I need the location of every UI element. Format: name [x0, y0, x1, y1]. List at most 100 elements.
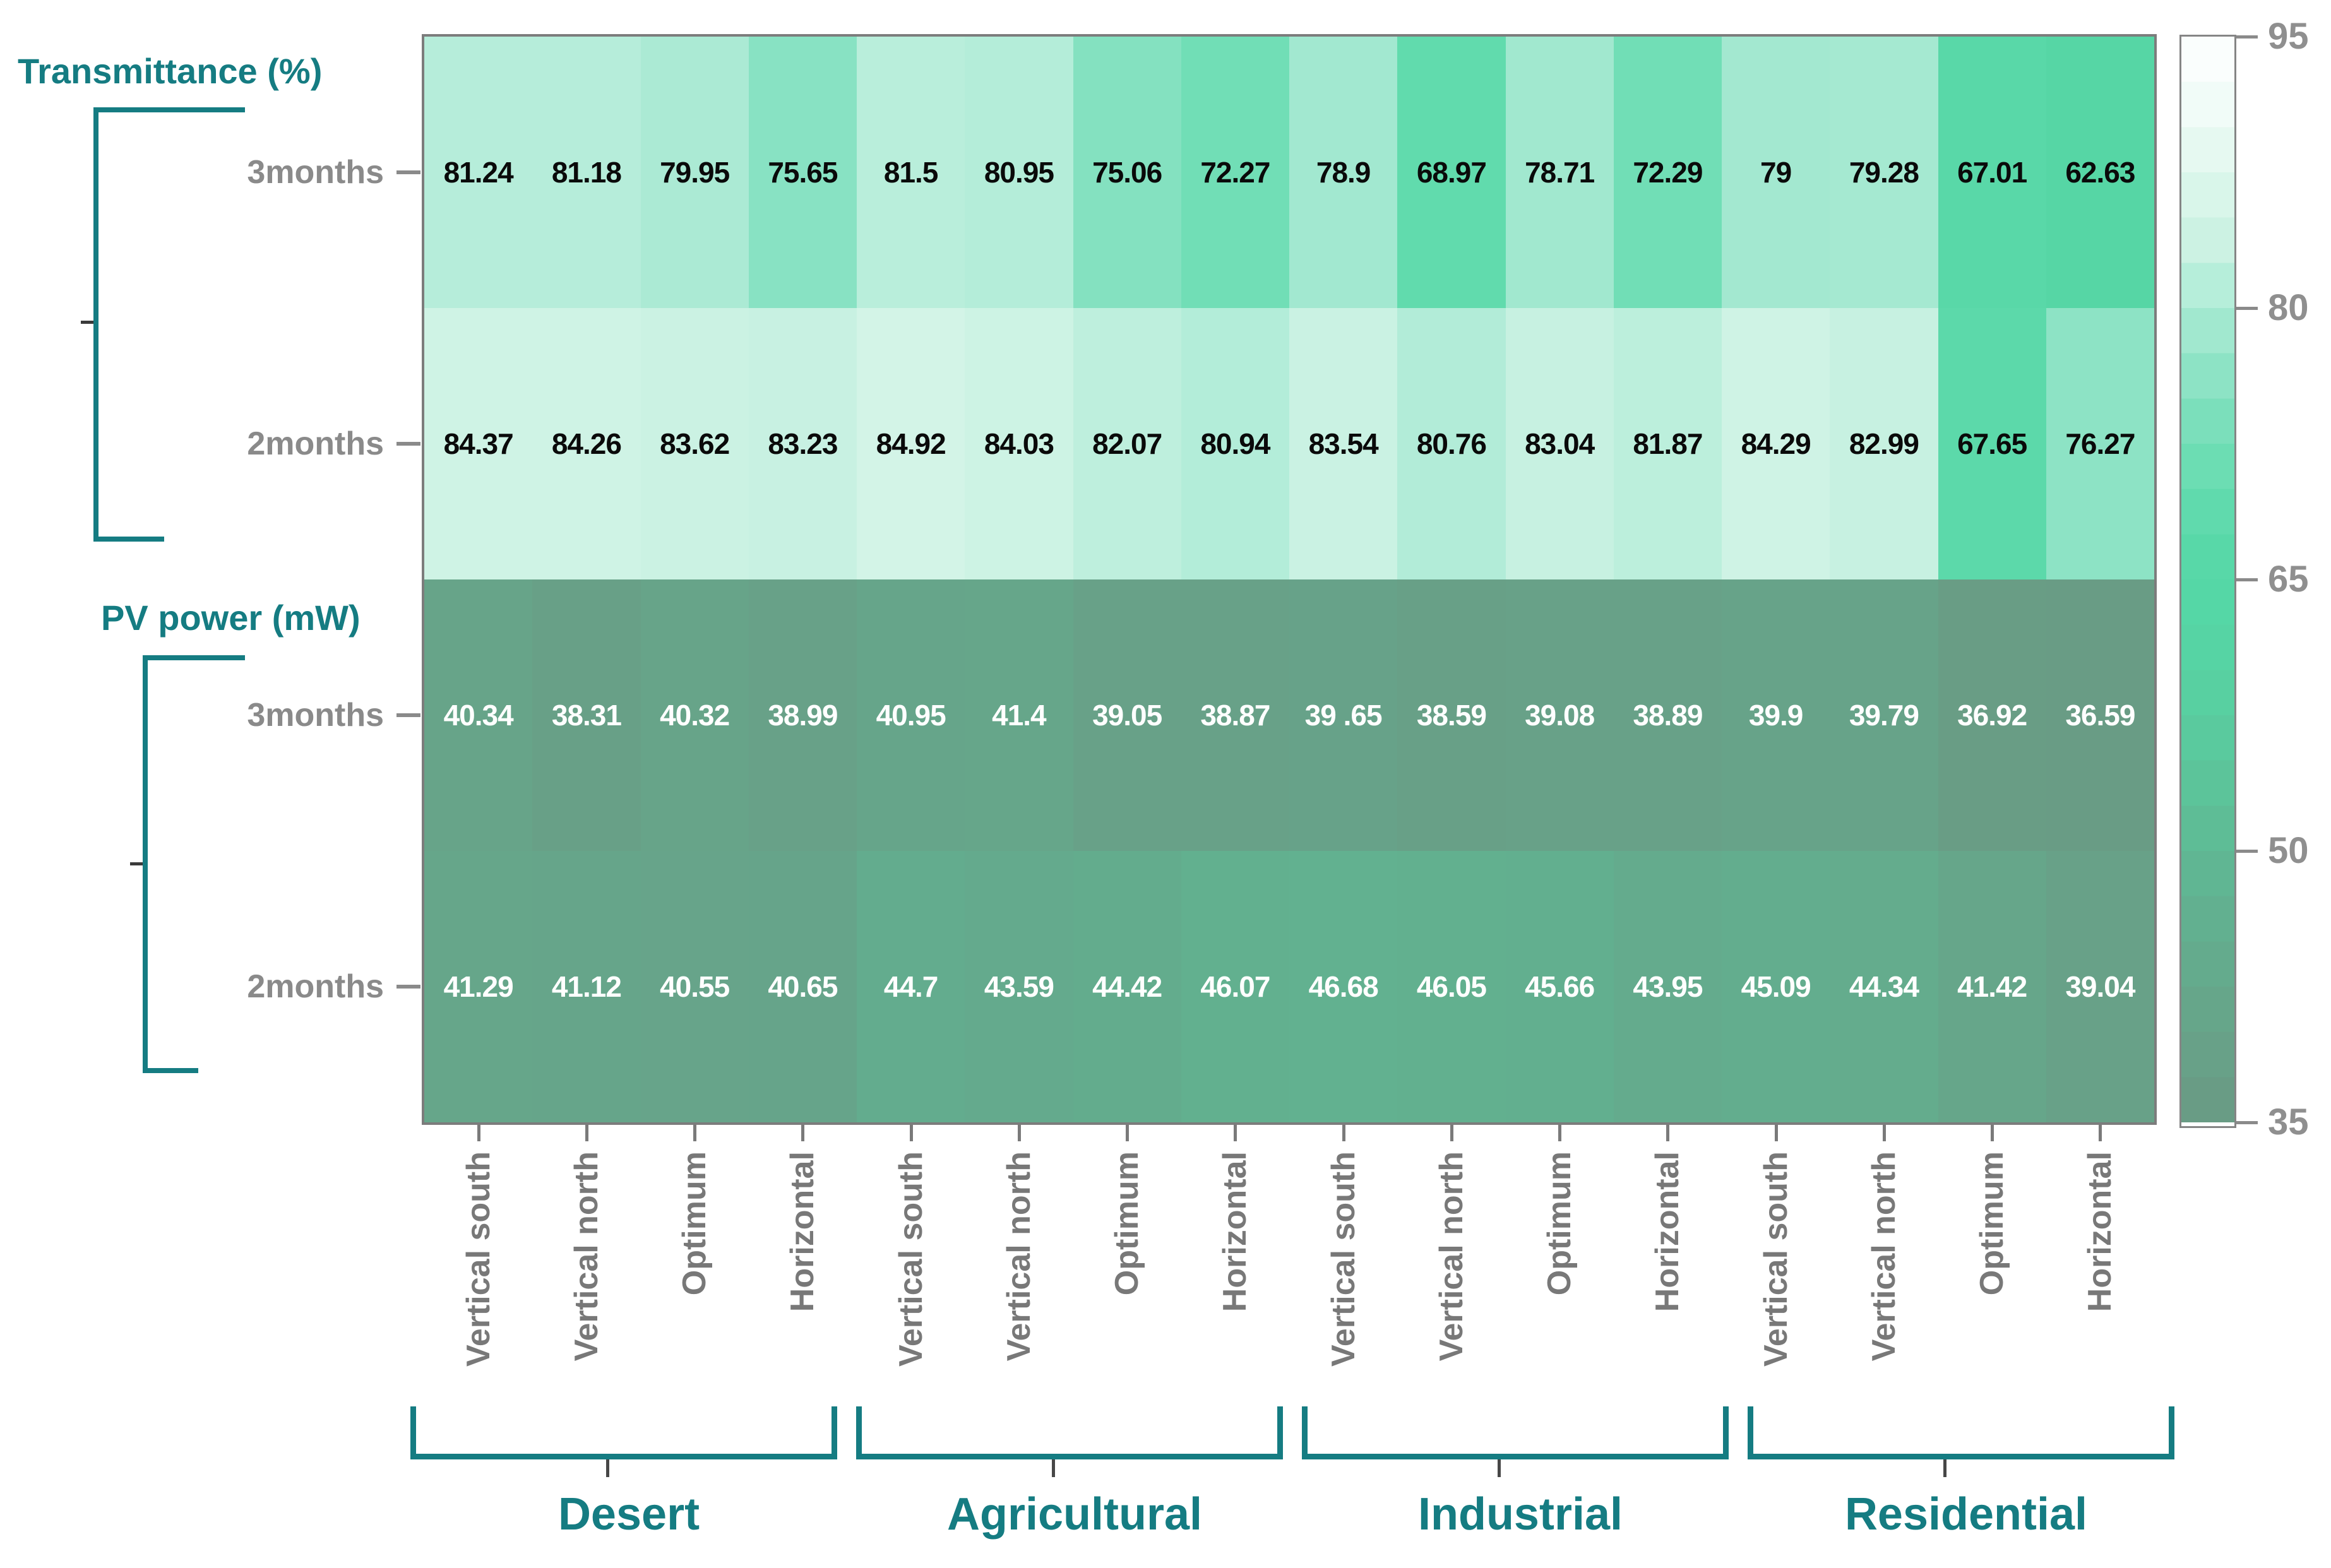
group-bracket-industrial [1302, 1406, 1729, 1459]
heatmap-cell: 41.29 [424, 851, 533, 1122]
heatmap-cell: 72.27 [1181, 37, 1289, 308]
x-label-orientation: Vertical south [460, 1151, 497, 1367]
heatmap-cell: 40.55 [640, 851, 749, 1122]
column-tick [1882, 1125, 1886, 1141]
heatmap-cell: 38.99 [748, 579, 857, 851]
heatmap-cell: 80.76 [1397, 308, 1506, 579]
heatmap-cell: 78.71 [1505, 37, 1614, 308]
x-label-orientation: Horizontal [2082, 1151, 2119, 1312]
colorbar-tick-label: 65 [2268, 559, 2309, 600]
row-label-transmittance-2months: 2months [247, 425, 384, 462]
heatmap-cell: 84.37 [424, 308, 533, 579]
heatmap-cell: 79.95 [640, 37, 749, 308]
heatmap-cell: 84.29 [1722, 308, 1830, 579]
heatmap-cell: 82.07 [1073, 308, 1181, 579]
x-label-orientation: Vertical north [1000, 1151, 1037, 1362]
transmittance-bracket-vertical [93, 107, 98, 542]
x-label-orientation: Vertical north [1433, 1151, 1470, 1362]
heatmap-cell: 39 .65 [1289, 579, 1398, 851]
column-tick [585, 1125, 588, 1141]
heatmap-cell: 81.18 [532, 37, 641, 308]
x-label-orientation: Optimum [1109, 1151, 1146, 1296]
x-label-orientation: Optimum [676, 1151, 713, 1296]
transmittance-bracket-top-arm [93, 107, 245, 112]
heatmap-cell: 81.87 [1613, 308, 1722, 579]
colorbar-tick [2236, 35, 2258, 39]
heatmap-cell: 72.29 [1613, 37, 1722, 308]
colorbar-tick [2236, 578, 2258, 581]
heatmap-frame: 81.24 81.18 79.95 75.65 81.5 80.95 75.06 72.27 7… [422, 34, 2157, 1125]
x-label-orientation: Vertical south [1757, 1151, 1794, 1367]
heatmap-cell: 44.7 [857, 851, 965, 1122]
section-label-pv-power: PV power (mW) [101, 598, 361, 638]
row-tick [396, 442, 420, 446]
heatmap-cell: 45.66 [1505, 851, 1614, 1122]
x-label-orientation: Horizontal [1649, 1151, 1686, 1312]
colorbar-tick-label: 80 [2268, 287, 2309, 328]
heatmap-cell: 46.68 [1289, 851, 1398, 1122]
group-label-desert: Desert [557, 1489, 700, 1540]
pv-bracket-top-arm [143, 655, 245, 660]
heatmap-cell: 40.65 [748, 851, 857, 1122]
heatmap-cell: 39.04 [2046, 851, 2154, 1122]
heatmap-cell: 67.65 [1938, 308, 2046, 579]
heatmap-cell: 40.32 [640, 579, 749, 851]
row-tick [396, 985, 420, 989]
heatmap-cell: 36.92 [1938, 579, 2046, 851]
row-tick [396, 713, 420, 717]
heatmap-cell: 79 [1722, 37, 1830, 308]
heatmap-cell: 40.34 [424, 579, 533, 851]
heatmap-cell: 82.99 [1830, 308, 1938, 579]
x-label-orientation: Vertical north [568, 1151, 605, 1362]
heatmap-cell: 38.31 [532, 579, 641, 851]
row-label-pv-2months: 2months [247, 968, 384, 1005]
group-tick [1052, 1459, 1055, 1477]
heatmap-cell: 45.09 [1722, 851, 1830, 1122]
heatmap-cell: 76.27 [2046, 308, 2154, 579]
column-tick [1234, 1125, 1237, 1141]
row-tick [396, 170, 420, 174]
heatmap-cell: 75.65 [748, 37, 857, 308]
column-tick [801, 1125, 805, 1141]
heatmap-cell: 46.05 [1397, 851, 1506, 1122]
colorbar-tick-label: 50 [2268, 830, 2309, 871]
heatmap-cell: 79.28 [1830, 37, 1938, 308]
heatmap-cell: 83.23 [748, 308, 857, 579]
heatmap-cell: 41.4 [965, 579, 1073, 851]
colorbar-tick-label: 35 [2268, 1102, 2309, 1143]
group-label-agricultural: Agricultural [946, 1489, 1203, 1540]
transmittance-bracket-mid-tick [81, 321, 93, 324]
heatmap-cell: 43.59 [965, 851, 1073, 1122]
heatmap-cell: 68.97 [1397, 37, 1506, 308]
x-label-orientation: Vertical south [1325, 1151, 1362, 1367]
pv-bracket-vertical [143, 655, 148, 1073]
heatmap-cell: 78.9 [1289, 37, 1398, 308]
heatmap-cell: 40.95 [857, 579, 965, 851]
pv-bracket-bottom-arm [143, 1068, 198, 1073]
heatmap-cell: 80.94 [1181, 308, 1289, 579]
column-tick [1558, 1125, 1562, 1141]
column-tick [1666, 1125, 1670, 1141]
heatmap-cell: 81.24 [424, 37, 533, 308]
transmittance-bracket-bottom-arm [93, 537, 164, 542]
heatmap-cell: 83.62 [640, 308, 749, 579]
column-tick [693, 1125, 697, 1141]
heatmap-cell: 83.04 [1505, 308, 1614, 579]
colorbar-tick [2236, 1121, 2258, 1124]
group-bracket-agricultural [856, 1406, 1283, 1459]
heatmap-cell: 38.87 [1181, 579, 1289, 851]
column-tick [1774, 1125, 1778, 1141]
heatmap-cell: 75.06 [1073, 37, 1181, 308]
heatmap-cell: 84.03 [965, 308, 1073, 579]
group-tick [606, 1459, 609, 1477]
heatmap-cell: 39.08 [1505, 579, 1614, 851]
heatmap-grid: 81.24 81.18 79.95 75.65 81.5 80.95 75.06 72.27 7… [424, 37, 2154, 1122]
heatmap-cell: 84.26 [532, 308, 641, 579]
heatmap-cell: 36.59 [2046, 579, 2154, 851]
column-tick [1017, 1125, 1021, 1141]
row-label-transmittance-3months: 3months [247, 154, 384, 191]
row-label-pv-3months: 3months [247, 697, 384, 734]
heatmap-cell: 80.95 [965, 37, 1073, 308]
colorbar-tick-label: 95 [2268, 16, 2309, 57]
